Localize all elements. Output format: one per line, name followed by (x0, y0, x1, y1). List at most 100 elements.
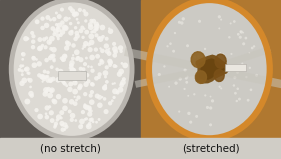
Point (45, 116, 49, 118)
Point (90, 69, 95, 72)
Point (61, 59, 65, 61)
Point (107, 27, 112, 30)
Point (114, 65, 118, 68)
Point (19, 65, 23, 67)
Point (64, 18, 68, 20)
Point (90, 83, 95, 86)
Point (113, 90, 117, 93)
Point (51, 78, 55, 80)
Point (174, 82, 178, 84)
Point (21, 58, 25, 61)
Point (60, 124, 64, 126)
Point (26, 78, 31, 81)
Point (227, 36, 232, 39)
Point (103, 84, 107, 87)
Point (63, 107, 67, 110)
Point (112, 50, 117, 53)
Point (205, 64, 209, 67)
Point (70, 62, 74, 64)
Point (103, 76, 108, 78)
Point (87, 123, 92, 125)
Point (232, 84, 236, 87)
Point (121, 81, 125, 84)
Point (104, 45, 108, 47)
Point (107, 52, 111, 55)
Point (105, 38, 109, 40)
Point (69, 100, 74, 103)
Point (76, 57, 80, 59)
Point (38, 47, 43, 49)
Point (195, 60, 200, 63)
Point (44, 89, 48, 91)
Point (208, 124, 213, 126)
Point (209, 107, 213, 109)
Point (74, 119, 78, 122)
Point (81, 47, 85, 50)
Point (112, 54, 117, 57)
Point (79, 59, 83, 61)
Text: (stretched): (stretched) (182, 143, 240, 153)
Point (85, 31, 89, 33)
Bar (58, 71, 86, 80)
Point (203, 58, 207, 60)
Point (49, 66, 54, 68)
Point (235, 87, 240, 90)
Point (88, 107, 92, 110)
Point (60, 75, 65, 77)
Point (69, 64, 73, 66)
Point (110, 83, 115, 85)
Point (79, 30, 83, 32)
Point (69, 119, 74, 121)
Point (63, 83, 67, 85)
Point (60, 128, 65, 131)
Point (193, 56, 197, 58)
Point (46, 71, 50, 74)
Point (42, 77, 46, 80)
Point (78, 86, 82, 88)
Point (48, 79, 53, 81)
Point (105, 81, 109, 83)
Point (71, 57, 75, 60)
Point (57, 15, 62, 18)
Point (56, 38, 60, 40)
Point (60, 79, 65, 81)
Point (48, 19, 53, 21)
Point (56, 28, 61, 31)
Point (102, 87, 107, 89)
Point (197, 20, 202, 23)
Point (70, 69, 75, 72)
Point (51, 99, 56, 102)
Point (171, 50, 176, 52)
Point (76, 21, 81, 24)
Point (70, 114, 75, 117)
Point (203, 48, 207, 50)
Point (30, 94, 34, 97)
Point (83, 93, 87, 95)
Point (59, 57, 64, 60)
Point (205, 106, 210, 109)
Point (49, 37, 54, 40)
Point (241, 31, 246, 34)
Point (232, 20, 237, 23)
Point (177, 21, 182, 24)
Point (56, 79, 60, 81)
Point (73, 38, 78, 40)
Point (173, 32, 177, 34)
Point (20, 70, 24, 72)
Point (48, 80, 53, 82)
Point (42, 70, 47, 73)
Point (64, 47, 69, 49)
Point (203, 94, 208, 97)
Point (122, 78, 126, 80)
Point (187, 112, 191, 115)
Point (83, 118, 87, 121)
Point (78, 67, 83, 70)
Point (244, 37, 248, 39)
Point (112, 43, 116, 45)
Point (233, 92, 238, 94)
Point (86, 125, 90, 128)
Point (247, 52, 252, 54)
Point (64, 27, 68, 29)
Point (67, 110, 72, 113)
Point (83, 42, 88, 45)
